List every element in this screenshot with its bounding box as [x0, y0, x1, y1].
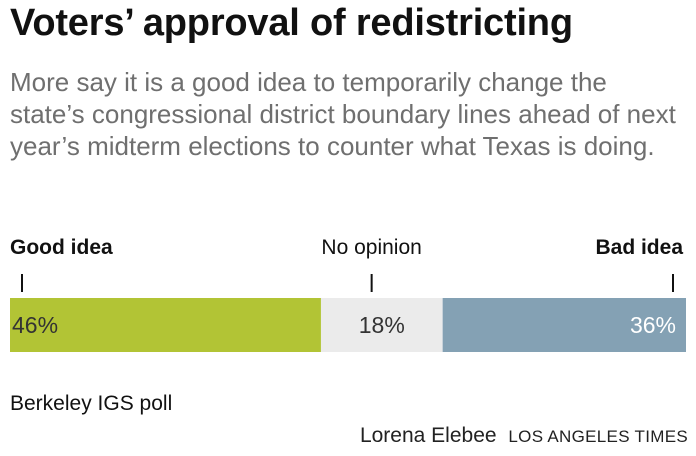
value-label-bad-idea: 36%: [630, 312, 676, 338]
bar-segment-good-idea: [10, 298, 321, 352]
credit-publisher: LOS ANGELES TIMES: [508, 427, 688, 446]
category-label-no-opinion: No opinion: [321, 236, 421, 259]
credit-line: Lorena Elebee LOS ANGELES TIMES: [360, 424, 688, 448]
chart-title: Voters’ approval of redistricting: [10, 2, 573, 44]
bar-segment-bad-idea: [442, 298, 686, 352]
stacked-bar-chart: Good idea 46% No opinion 18% Bad idea 36%: [10, 236, 686, 352]
value-label-no-opinion: 18%: [359, 312, 405, 338]
chart-subtitle: More say it is a good idea to temporaril…: [10, 67, 676, 161]
value-label-good-idea: 46%: [12, 312, 58, 338]
source-note: Berkeley IGS poll: [10, 392, 173, 415]
credit-author: Lorena Elebee: [359, 424, 497, 447]
category-label-good-idea: Good idea: [10, 236, 113, 259]
category-label-bad-idea: Bad idea: [595, 236, 683, 259]
bar-segment-no-opinion: [320, 298, 443, 352]
